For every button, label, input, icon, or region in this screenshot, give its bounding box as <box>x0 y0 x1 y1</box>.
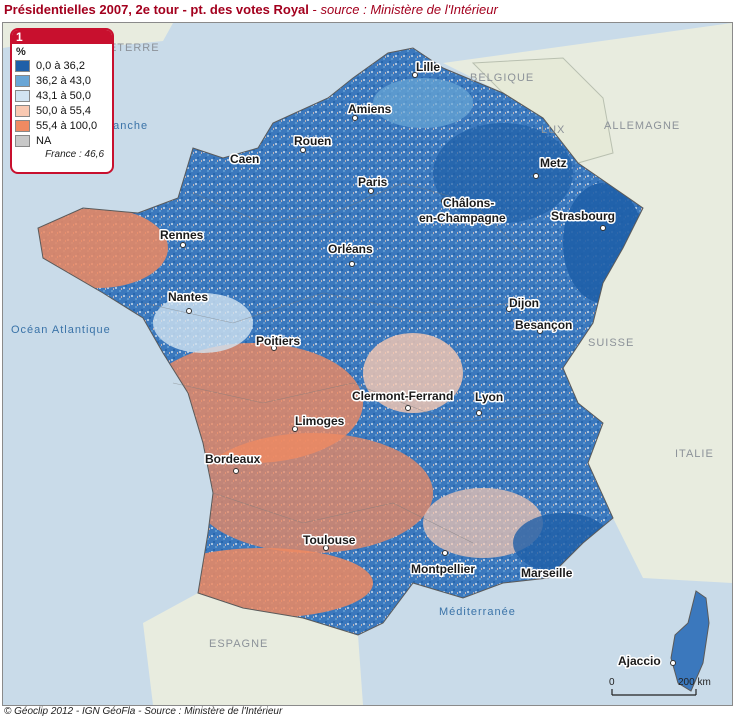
legend-item: 43,1 à 50,0 <box>15 88 112 103</box>
city-label-clermont-ferrand: Clermont-Ferrand <box>352 389 453 403</box>
scale-end-label: 200 km <box>678 677 711 688</box>
legend-swatch <box>15 74 30 87</box>
legend-label: 55,4 à 100,0 <box>36 119 98 132</box>
city-label-bordeaux: Bordeaux <box>205 452 261 466</box>
city-label-amiens: Amiens <box>348 102 392 116</box>
footer-credits: © Géoclip 2012 - IGN GéoFla - Source : M… <box>4 706 283 717</box>
city-label-orleans: Orléans <box>328 242 373 256</box>
country-label-suisse: SUISSE <box>588 337 634 349</box>
title-main: Présidentielles 2007, 2e tour - pt. des … <box>4 2 309 17</box>
legend-header: 1 <box>12 30 112 44</box>
country-label-belgique: BELGIQUE <box>470 72 534 84</box>
legend-label: 36,2 à 43,0 <box>36 74 92 87</box>
scale-start-label: 0 <box>609 677 615 688</box>
legend-item: 50,0 à 55,4 <box>15 103 112 118</box>
sea-label-atlantique: Océan Atlantique <box>11 324 111 336</box>
city-label-poitiers: Poitiers <box>256 334 300 348</box>
legend-swatch <box>15 119 30 132</box>
country-label-lux: LUX <box>541 124 565 136</box>
legend-label: 50,0 à 55,4 <box>36 104 92 117</box>
map-title: Présidentielles 2007, 2e tour - pt. des … <box>4 2 498 20</box>
city-label-rennes: Rennes <box>160 228 204 242</box>
city-label-lille: Lille <box>416 60 440 74</box>
city-markers <box>180 72 676 666</box>
legend-swatch <box>15 104 30 117</box>
city-label-besancon: Besançon <box>515 318 572 332</box>
city-label-paris: Paris <box>358 175 388 189</box>
title-separator: - <box>308 2 321 17</box>
legend-item: 55,4 à 100,0 <box>15 118 112 133</box>
city-label-ajaccio: Ajaccio <box>618 654 661 668</box>
city-label-nantes: Nantes <box>168 290 208 304</box>
city-label-toulouse: Toulouse <box>303 533 356 547</box>
legend-unit: % <box>16 46 26 58</box>
scale-bar: 0 200 km <box>609 677 711 696</box>
legend-item: 36,2 à 43,0 <box>15 73 112 88</box>
city-label-caen: Caen <box>230 152 259 166</box>
city-label-rouen: Rouen <box>294 134 331 148</box>
country-label-allemagne: ALLEMAGNE <box>604 120 680 132</box>
legend-swatch <box>15 59 30 72</box>
sea-label-mediterranee: Méditerranée <box>439 606 516 618</box>
legend-panel: 1 % 0,0 à 36,2 36,2 à 43,0 43,1 à 50,0 5… <box>10 28 114 174</box>
country-label-espagne: ESPAGNE <box>209 638 268 650</box>
city-label-lyon: Lyon <box>475 390 503 404</box>
city-label-limoges: Limoges <box>295 414 345 428</box>
city-label-dijon: Dijon <box>509 296 539 310</box>
country-label-italie: ITALIE <box>675 448 714 460</box>
legend-label: 0,0 à 36,2 <box>36 59 85 72</box>
region-borders <box>142 182 564 544</box>
legend-national-value: France : 46,6 <box>45 149 104 160</box>
corsica-region[interactable] <box>670 590 710 692</box>
city-label-chalons-2: en-Champagne <box>419 211 506 225</box>
legend-swatch <box>15 134 30 147</box>
legend-label: 43,1 à 50,0 <box>36 89 92 102</box>
legend-label: NA <box>36 134 52 147</box>
city-label-montpellier: Montpellier <box>411 562 475 576</box>
city-label-chalons-1: Châlons- <box>443 196 494 210</box>
legend-swatch <box>15 89 30 102</box>
map-svg[interactable]: ANGLETERRE BELGIQUE LUX ALLEMAGNE SUISSE… <box>3 23 732 705</box>
city-label-marseille: Marseille <box>521 566 573 580</box>
legend-item: 0,0 à 36,2 <box>15 58 112 73</box>
title-source: source : Ministère de l'Intérieur <box>320 2 498 17</box>
sea-label-manche: Manche <box>103 120 148 132</box>
city-label-metz: Metz <box>540 156 567 170</box>
neighbouring-land <box>3 23 732 705</box>
legend-item: NA <box>15 133 112 148</box>
map-canvas[interactable]: ANGLETERRE BELGIQUE LUX ALLEMAGNE SUISSE… <box>2 22 733 706</box>
city-label-strasbourg: Strasbourg <box>551 209 615 223</box>
